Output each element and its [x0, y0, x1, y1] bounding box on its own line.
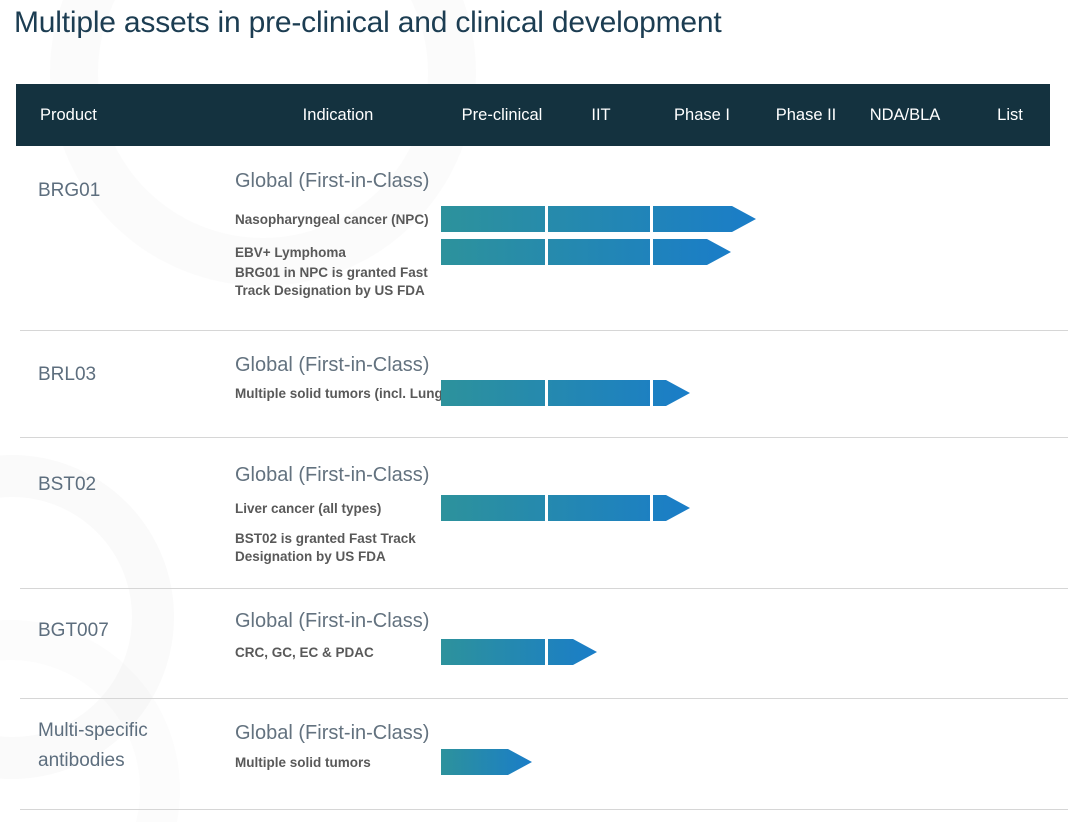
- stage-divider: [545, 239, 548, 265]
- stage-divider: [650, 380, 653, 406]
- stage-divider: [650, 239, 653, 265]
- row-separator: [20, 588, 1068, 589]
- product-name: BGT007: [38, 620, 109, 641]
- stage-divider: [545, 206, 548, 232]
- program-indication: Multiple solid tumors (incl. Lung): [235, 385, 448, 401]
- fast-track-note: BST02 is granted Fast Track Designation …: [235, 531, 416, 564]
- indication-scope: Global (First-in-Class): [235, 610, 430, 632]
- product-name: BRG01: [38, 180, 101, 201]
- product-name: Multi-specific antibodies: [38, 720, 148, 771]
- program-indication: Nasopharyngeal cancer (NPC): [235, 211, 429, 227]
- stage-divider: [545, 639, 548, 665]
- program-indication: Liver cancer (all types): [235, 500, 382, 516]
- pipeline-table-header: Product Indication Pre-clinical IIT Phas…: [16, 84, 1050, 146]
- progress-arrow-bar: [441, 639, 597, 665]
- program-indication: EBV+ Lymphoma: [235, 244, 346, 260]
- progress-arrow-bar: [441, 239, 731, 265]
- column-header-phase2: Phase II: [775, 105, 837, 124]
- column-header-product: Product: [40, 105, 97, 124]
- indication-scope: Global (First-in-Class): [235, 722, 430, 744]
- program-indication: Multiple solid tumors: [235, 754, 371, 770]
- column-header-list: List: [997, 105, 1023, 124]
- product-name: BRL03: [38, 364, 97, 385]
- row-separator: [20, 330, 1068, 331]
- column-header-ndabla: NDA/BLA: [869, 105, 941, 124]
- column-header-indication: Indication: [302, 105, 374, 124]
- indication-scope: Global (First-in-Class): [235, 170, 430, 192]
- column-header-preclinical: Pre-clinical: [461, 105, 543, 124]
- program-indication: CRC, GC, EC & PDAC: [235, 644, 374, 660]
- row-separator: [20, 809, 1068, 810]
- progress-arrow-bar: [441, 380, 690, 406]
- column-header-phase1: Phase I: [674, 105, 730, 124]
- indication-scope: Global (First-in-Class): [235, 464, 430, 486]
- stage-divider: [545, 380, 548, 406]
- progress-arrow-bar: [441, 749, 532, 775]
- page-title: Multiple assets in pre-clinical and clin…: [14, 6, 722, 39]
- stage-divider: [650, 206, 653, 232]
- row-separator: [20, 698, 1068, 699]
- column-header-iit: IIT: [591, 105, 611, 124]
- product-name: BST02: [38, 474, 97, 495]
- stage-divider: [545, 495, 548, 521]
- row-separator: [20, 437, 1068, 438]
- progress-arrow-bar: [441, 206, 756, 232]
- stage-divider: [650, 495, 653, 521]
- indication-scope: Global (First-in-Class): [235, 354, 430, 376]
- fast-track-note: BRG01 in NPC is granted Fast Track Desig…: [235, 265, 428, 298]
- progress-arrow-bar: [441, 495, 690, 521]
